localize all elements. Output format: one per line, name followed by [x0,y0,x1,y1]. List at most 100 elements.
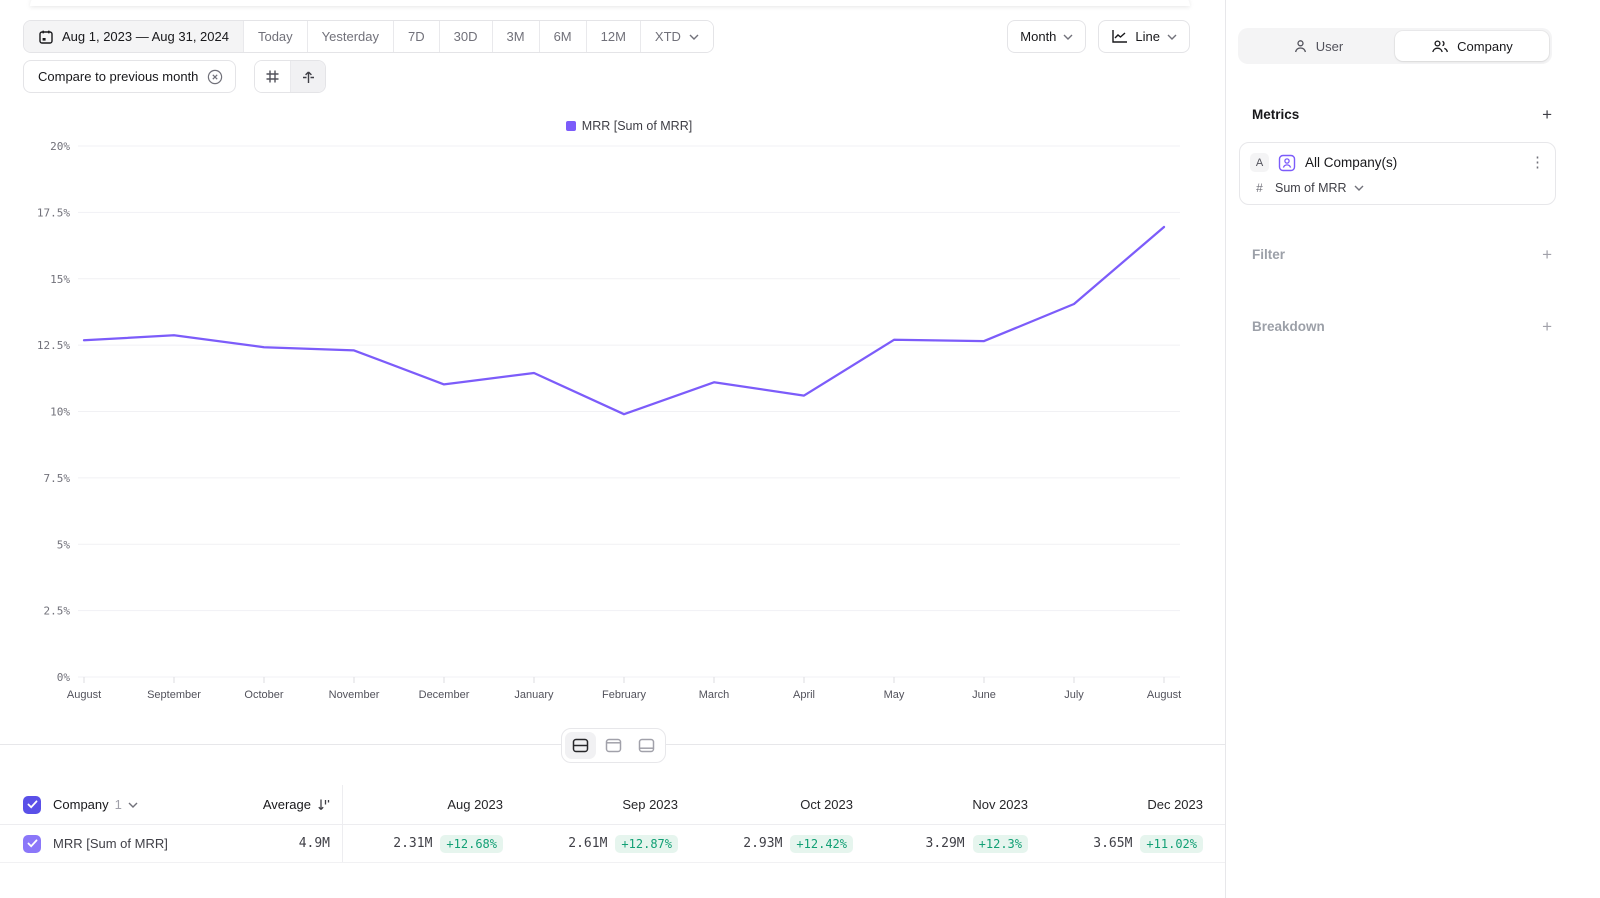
layout-table-button[interactable] [631,732,662,759]
metric-menu-button[interactable]: ⋮ [1530,154,1545,171]
entity-toggle-user[interactable]: User [1241,31,1395,61]
range-yesterday-button[interactable]: Yesterday [307,21,395,52]
range-7d-button[interactable]: 7D [394,21,440,52]
chart-type-select[interactable]: Line [1098,20,1190,53]
row-average-value: 4.9M [298,836,330,851]
delta-badge: +12.68% [440,834,503,853]
layout-chart-button[interactable] [598,732,629,759]
range-6m-button[interactable]: 6M [539,21,587,52]
cell-value: 2.93M [743,836,783,851]
cell-value: 2.61M [568,836,608,851]
svg-text:2.5%: 2.5% [44,605,71,618]
check-icon [27,839,37,848]
table-cell: 2.31M +12.68% [342,825,515,862]
average-header[interactable]: Average [225,797,342,812]
svg-text:December: December [419,689,470,701]
filter-title: Filter [1252,247,1286,262]
calendar-icon [39,30,53,44]
svg-text:15%: 15% [50,273,70,286]
table-cell: 2.61M +12.87% [515,834,690,853]
range-12m-button[interactable]: 12M [586,21,641,52]
aggregation-select[interactable]: Sum of MRR [1275,181,1364,195]
split-view-icon [572,738,588,753]
date-range-button[interactable]: Aug 1, 2023 — Aug 31, 2024 [24,21,244,52]
svg-text:August: August [67,689,101,701]
range-today-button[interactable]: Today [243,21,308,52]
add-filter-button[interactable]: + [1542,245,1552,264]
granularity-label: Month [1020,29,1057,44]
breakdown-section-header: Breakdown + [1252,318,1552,335]
check-icon [27,800,37,809]
legend-swatch [565,121,576,131]
remove-compare-icon[interactable] [207,69,223,85]
chevron-down-icon [689,34,699,40]
svg-text:20%: 20% [50,140,70,153]
column-header[interactable]: Sep 2023 [622,797,678,812]
column-header[interactable]: Oct 2023 [800,797,853,812]
chart-view-icon [605,738,621,753]
toolbar: Aug 1, 2023 — Aug 31, 2024 Today Yesterda… [23,20,1190,53]
layout-split-button[interactable] [564,732,596,759]
company-profile-icon [1278,154,1296,171]
chevron-down-icon [1063,34,1073,40]
chart-type-label: Line [1135,29,1160,44]
table-header-row: Company 1 Average Aug 2023 Sep 2023 Oct 20… [0,785,1225,825]
metric-letter-badge: A [1250,153,1269,172]
company-toggle-label: Company [1457,38,1513,54]
add-breakdown-button[interactable]: + [1542,317,1552,336]
table-row: MRR [Sum of MRR] 4.9M 2.31M +12.68% 2.61M +… [0,825,1225,863]
svg-text:March: March [699,689,730,701]
grid-toggle-button[interactable] [255,61,291,92]
delta-badge: +12.87% [615,834,678,853]
svg-text:7.5%: 7.5% [44,472,71,485]
line-chart-icon [1112,30,1128,43]
results-table: Company 1 Average Aug 2023 Sep 2023 Oct 20… [0,785,1225,863]
group-label: Company [53,797,109,812]
chevron-down-icon [1354,185,1364,191]
granularity-select[interactable]: Month [1007,20,1087,53]
select-all-checkbox[interactable] [23,795,41,814]
metrics-title: Metrics [1252,107,1300,122]
group-by-select[interactable]: Company 1 [53,797,138,812]
column-header[interactable]: Dec 2023 [1147,797,1203,812]
range-3m-button[interactable]: 3M [492,21,540,52]
breakdown-title: Breakdown [1252,319,1325,334]
entity-toggle: User Company [1238,28,1552,64]
chevron-down-icon [128,802,138,808]
svg-text:12.5%: 12.5% [37,339,70,352]
svg-text:May: May [884,689,905,701]
cell-value: 3.29M [925,836,965,851]
svg-text:November: November [329,689,380,701]
metrics-section-header: Metrics + [1252,106,1552,123]
goal-line-toggle-button[interactable] [290,61,326,92]
add-metric-button[interactable]: + [1542,105,1552,124]
card-top-edge [30,0,1190,6]
table-cell: 3.65M +11.02% [1040,834,1215,853]
range-xtd-button[interactable]: XTD [640,21,713,52]
column-header[interactable]: Aug 2023 [342,785,515,824]
compare-chip[interactable]: Compare to previous month [23,60,237,93]
entity-toggle-company[interactable]: Company [1395,31,1549,61]
date-range-control: Aug 1, 2023 — Aug 31, 2024 Today Yesterda… [23,20,714,53]
chart-legend: MRR [Sum of MRR] [78,119,1180,133]
main-panel: Aug 1, 2023 — Aug 31, 2024 Today Yesterda… [0,0,1225,863]
table-view-icon [638,738,654,753]
metric-card[interactable]: A All Company(s) ⋮ # Sum of MRR [1239,142,1556,205]
table-cell: 3.29M +12.3% [865,834,1040,853]
svg-text:10%: 10% [50,406,70,419]
svg-text:February: February [602,689,647,701]
svg-text:17.5%: 17.5% [37,206,70,219]
numeric-metric-icon: # [1256,181,1263,195]
svg-text:July: July [1064,689,1084,701]
range-30d-button[interactable]: 30D [439,21,493,52]
chart-area: 0% 2.5% 5% 7.5% 10% 12.5% 15% 17.5% 20% August Sep… [0,138,1225,718]
date-range-label: Aug 1, 2023 — Aug 31, 2024 [62,29,229,44]
delta-badge: +12.3% [972,834,1028,853]
chevron-down-icon [1167,34,1177,40]
grid-icon [266,70,279,83]
row-checkbox[interactable] [23,834,41,853]
compare-chip-label: Compare to previous month [38,69,199,84]
user-toggle-label: User [1315,38,1344,54]
column-header[interactable]: Nov 2023 [972,797,1028,812]
sort-icon [318,799,330,810]
